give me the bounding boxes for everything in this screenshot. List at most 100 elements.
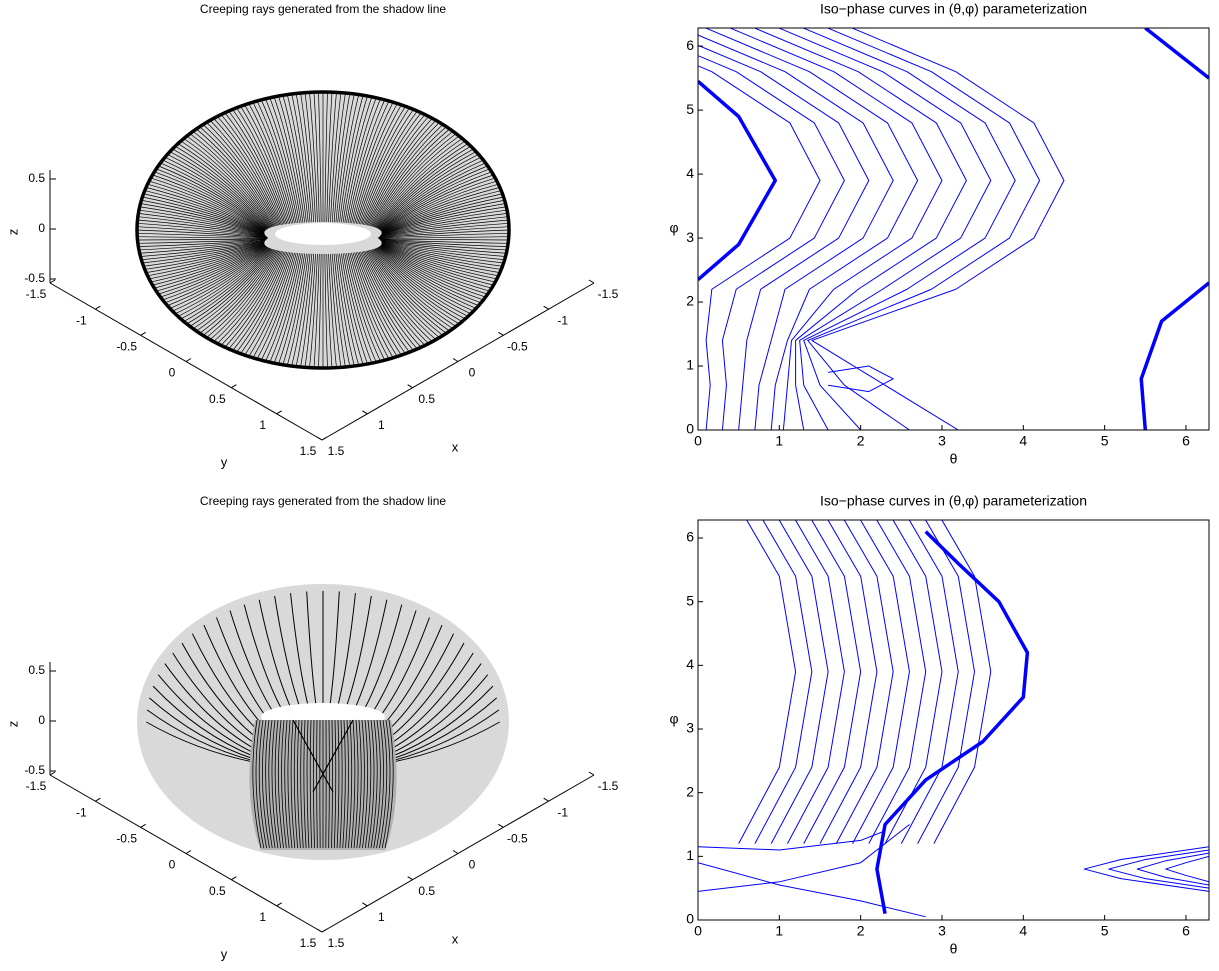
iso-phase-curve [755, 520, 812, 843]
iso-phase-curve [787, 520, 844, 843]
figure: Creeping rays generated from the shadow … [0, 0, 1219, 966]
chart-title: Iso−phase curves in (θ,φ) parameterizati… [820, 1, 1087, 17]
torus-hole [275, 223, 371, 245]
x-tick [498, 332, 503, 335]
y-tick-label: -1 [76, 805, 87, 819]
x-tick-label: 6 [1182, 433, 1190, 449]
chart-title: Creeping rays generated from the shadow … [200, 494, 446, 508]
x-tick [589, 772, 594, 775]
y-tick-label: 0.5 [209, 884, 226, 898]
iso-phase-curve [682, 28, 893, 430]
y-tick [141, 332, 146, 335]
z-tick-label: 0 [38, 713, 45, 727]
y-tick [231, 385, 236, 388]
x-tick-label: 6 [1182, 923, 1190, 939]
x-tick [589, 280, 594, 283]
x-tick-label: 1.5 [328, 444, 345, 458]
z-axis-label: z [5, 721, 20, 728]
y-tick [277, 411, 282, 414]
iso-phase-curve [698, 863, 926, 917]
y-tick-label: 5 [686, 101, 694, 117]
x-tick-label: 0 [694, 923, 702, 939]
y-tick-label: -1.5 [26, 287, 47, 301]
y-tick-label: 4 [686, 656, 694, 672]
y-tick-label: -0.5 [116, 340, 137, 354]
y-tick-label: 1 [686, 847, 694, 863]
x-tick-label: -0.5 [507, 832, 528, 846]
iso-phase-curve [812, 28, 1064, 430]
iso-phase-curve [1145, 28, 1209, 78]
y-tick-label: 0 [169, 366, 176, 380]
x-tick-label: -1.5 [598, 779, 619, 793]
y-tick-label: -0.5 [116, 832, 137, 846]
chart-title: Iso−phase curves in (θ,φ) parameterizati… [820, 493, 1087, 509]
z-tick-label: 0.5 [28, 171, 45, 185]
y-tick-label: 0.5 [209, 392, 226, 406]
x-tick [317, 929, 322, 932]
y-tick [141, 824, 146, 827]
x-axis-label: x [452, 931, 459, 946]
x-tick [362, 411, 367, 414]
iso-phase-curve [1137, 853, 1209, 885]
iso-phase-curve [633, 28, 844, 430]
y-tick [50, 772, 55, 775]
iso-phase-curve [1084, 847, 1209, 892]
y-tick-label: 6 [686, 37, 694, 53]
x-tick-label: 5 [1101, 433, 1109, 449]
plot-area [698, 520, 1209, 917]
y-tick-label: 4 [686, 165, 694, 181]
y-tick-label: 1 [259, 910, 266, 924]
y-tick-label: -1 [76, 313, 87, 327]
x-tick [453, 851, 458, 854]
x-tick-label: 0 [694, 433, 702, 449]
y-tick-label: 3 [686, 720, 694, 736]
x-tick-label: 0.5 [418, 884, 435, 898]
x-tick-label: 1 [378, 418, 385, 432]
x-tick-label: 2 [857, 923, 865, 939]
x-tick [362, 903, 367, 906]
y-tick-label: 1 [259, 418, 266, 432]
iso-phase-curve [1166, 856, 1209, 881]
y-tick-label: 0 [686, 911, 694, 927]
axes-box [698, 520, 1209, 920]
y-tick-label: -1.5 [26, 779, 47, 793]
axes-box [698, 28, 1209, 430]
x-tick-label: 0.5 [418, 392, 435, 406]
y-tick-label: 0 [169, 858, 176, 872]
x-tick-label: 3 [938, 923, 946, 939]
x-tick-label: 1 [775, 433, 783, 449]
z-tick-label: 0.5 [28, 663, 45, 677]
x-axis-label: θ [950, 941, 958, 957]
x-tick-label: -1.5 [598, 287, 619, 301]
x-tick-label: -1 [557, 805, 568, 819]
y-tick [186, 359, 191, 362]
iso-phase-curve [869, 520, 926, 843]
z-tick-label: 0 [38, 221, 45, 235]
x-tick-label: 2 [857, 433, 865, 449]
x-tick-label: 1.5 [328, 936, 345, 950]
y-tick-label: 1.5 [300, 936, 317, 950]
iso-phase-curve [877, 532, 1027, 914]
iso-phase-curve [820, 520, 877, 843]
iso-phase-curve [1141, 283, 1209, 430]
y-tick [50, 280, 55, 283]
x-tick-label: 1 [775, 923, 783, 939]
z-tick-label: -0.5 [24, 271, 45, 285]
y-tick-label: 6 [686, 529, 694, 545]
y-axis-label: φ [669, 711, 678, 727]
y-tick [322, 437, 327, 440]
x-tick-label: 4 [1019, 433, 1027, 449]
y-axis-label: y [221, 454, 228, 469]
x-tick-label: 4 [1019, 923, 1027, 939]
iso-phase-curve [609, 28, 820, 430]
x-tick-label: -0.5 [507, 340, 528, 354]
y-axis-label: φ [669, 220, 678, 236]
plot-area [609, 28, 1209, 430]
y-tick-label: 1.5 [300, 444, 317, 458]
x-tick [498, 824, 503, 827]
iso-phase-curve [836, 520, 893, 843]
y-tick [186, 851, 191, 854]
z-axis-label: z [5, 229, 20, 236]
y-tick-label: 2 [686, 783, 694, 799]
x-tick-label: 0 [469, 858, 476, 872]
